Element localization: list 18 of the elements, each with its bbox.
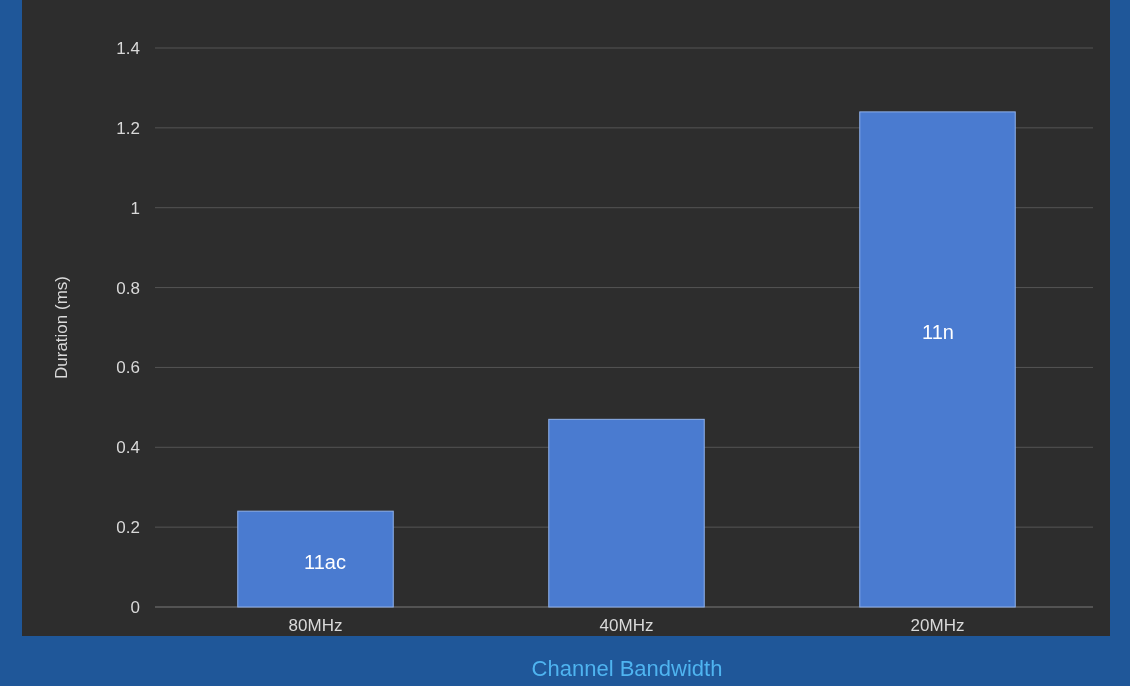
- y-tick-label: 1.4: [116, 38, 140, 58]
- y-tick-label: 0: [130, 597, 140, 617]
- x-tick-label: 40MHz: [599, 616, 654, 635]
- annotation: 11n: [922, 321, 954, 343]
- x-axis-title: Channel Bandwidth: [531, 656, 723, 681]
- x-tick-label: 80MHz: [288, 616, 343, 635]
- y-tick-label: 0.4: [116, 438, 140, 458]
- bar: [548, 418, 705, 608]
- y-tick-label: 0.6: [116, 358, 140, 378]
- y-tick-label: 0.2: [116, 518, 140, 538]
- annotation: 11ac: [304, 551, 346, 573]
- bar: [859, 111, 1016, 608]
- y-tick-label: 1.2: [116, 118, 140, 138]
- x-tick-label: 20MHz: [910, 616, 965, 635]
- y-tick-label: 0.8: [116, 278, 140, 298]
- y-axis-title: Duration (ms): [52, 276, 71, 379]
- bar: [237, 510, 394, 608]
- y-tick-label: 1: [130, 198, 140, 218]
